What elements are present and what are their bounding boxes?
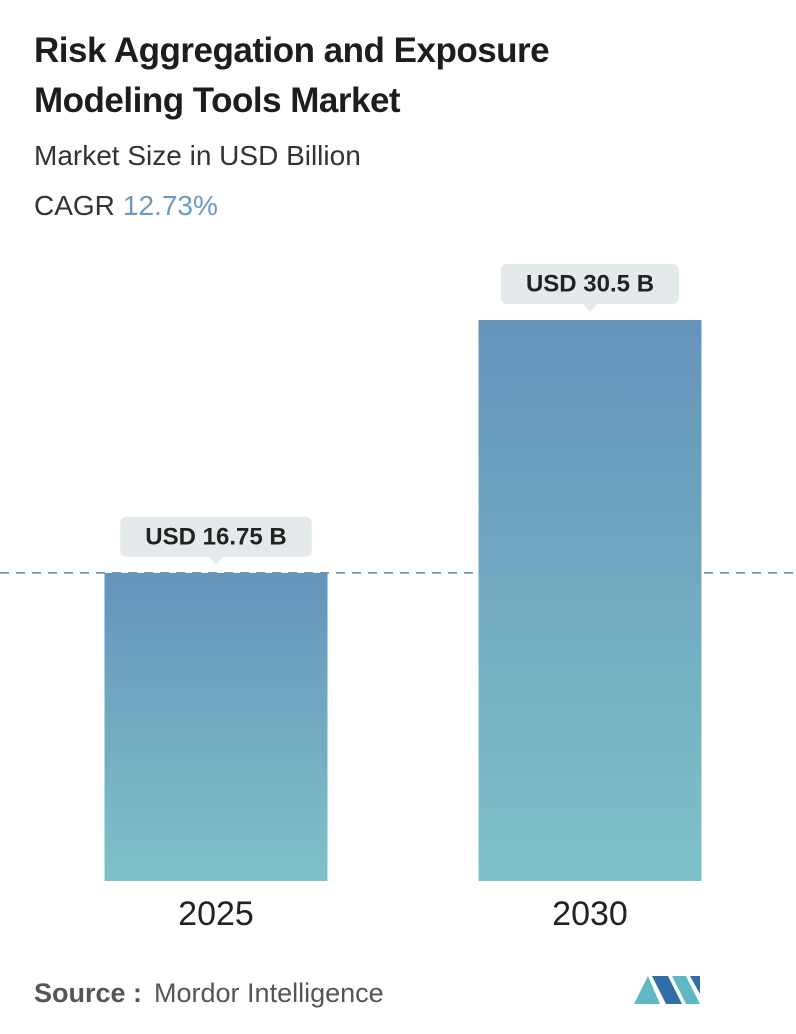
source: Source : Mordor Intelligence	[34, 978, 384, 1009]
label-pointer	[209, 556, 223, 565]
label-background	[500, 264, 680, 304]
source-label: Source :	[34, 978, 143, 1008]
cagr: CAGR 12.73%	[34, 190, 218, 222]
label-background	[120, 516, 312, 557]
label-pointer	[583, 304, 597, 312]
value-label: USD 16.75 B	[145, 523, 286, 550]
cagr-label: CAGR	[34, 190, 115, 221]
cagr-value: 12.73%	[122, 190, 218, 221]
logo	[634, 976, 700, 1004]
x-tick-label: 2025	[178, 895, 254, 933]
x-tick-label: 2030	[552, 895, 628, 933]
bar	[104, 572, 328, 881]
chart-subtitle: Market Size in USD Billion	[34, 140, 361, 171]
value-label: USD 30.5 B	[526, 270, 654, 297]
source-value: Mordor Intelligence	[154, 978, 384, 1008]
bar	[478, 320, 702, 881]
chart-title: Risk Aggregation and Exposure Modeling T…	[34, 31, 550, 120]
